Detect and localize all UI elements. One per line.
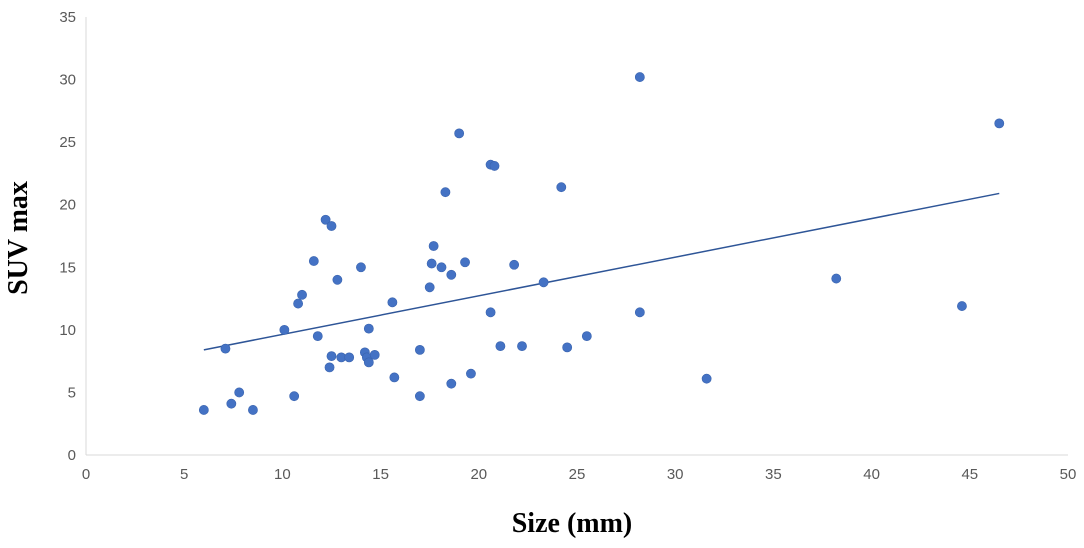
data-point bbox=[289, 391, 300, 402]
x-tick-label: 5 bbox=[180, 466, 188, 483]
data-point bbox=[436, 262, 447, 273]
y-tick-label: 25 bbox=[59, 134, 76, 151]
y-tick-label: 35 bbox=[59, 9, 76, 26]
y-axis-title: SUV max bbox=[3, 181, 34, 295]
data-point bbox=[356, 262, 366, 273]
data-point bbox=[485, 307, 496, 318]
data-point bbox=[312, 331, 323, 342]
x-axis-title: Size (mm) bbox=[512, 508, 633, 539]
y-tick-label: 20 bbox=[59, 197, 76, 214]
data-point bbox=[308, 256, 319, 266]
data-point bbox=[414, 344, 425, 355]
data-point bbox=[701, 373, 712, 384]
data-point bbox=[556, 182, 567, 193]
data-point bbox=[426, 258, 437, 269]
data-point bbox=[538, 277, 549, 288]
trendline bbox=[203, 192, 1000, 351]
data-point bbox=[297, 289, 307, 300]
data-point bbox=[326, 221, 337, 231]
data-point bbox=[226, 398, 237, 409]
data-point bbox=[414, 391, 425, 402]
data-point bbox=[446, 269, 457, 280]
y-tick-labels: 0 5 10 15 20 25 30 35 bbox=[59, 9, 76, 464]
data-point bbox=[581, 331, 592, 342]
data-point bbox=[466, 368, 476, 379]
x-tick-label: 50 bbox=[1060, 466, 1077, 483]
data-point bbox=[369, 349, 380, 360]
data-points bbox=[198, 72, 1005, 415]
data-point bbox=[634, 72, 645, 82]
data-point bbox=[324, 362, 335, 373]
data-point bbox=[389, 372, 400, 383]
x-tick-label: 0 bbox=[82, 466, 90, 483]
x-tick-label: 10 bbox=[274, 466, 291, 483]
data-point bbox=[446, 378, 457, 389]
data-point bbox=[634, 307, 645, 318]
data-point bbox=[293, 298, 304, 309]
data-point bbox=[320, 214, 331, 225]
axes bbox=[85, 17, 1068, 456]
y-tick-label: 15 bbox=[59, 259, 76, 276]
x-tick-label: 15 bbox=[372, 466, 389, 483]
x-tick-label: 30 bbox=[667, 466, 684, 483]
data-point bbox=[424, 282, 435, 293]
x-tick-label: 25 bbox=[569, 466, 586, 483]
data-point bbox=[460, 257, 470, 268]
data-point bbox=[509, 259, 520, 270]
data-point bbox=[994, 118, 1005, 129]
data-point bbox=[363, 357, 374, 368]
data-point bbox=[344, 352, 355, 363]
y-tick-label: 30 bbox=[59, 72, 76, 89]
data-point bbox=[440, 187, 451, 198]
y-tick-label: 10 bbox=[59, 322, 76, 339]
data-point bbox=[428, 241, 439, 251]
data-point bbox=[279, 324, 290, 335]
data-point bbox=[831, 273, 842, 284]
x-tick-label: 40 bbox=[863, 466, 880, 483]
y-tick-label: 0 bbox=[68, 447, 76, 464]
data-point bbox=[234, 387, 245, 398]
data-point bbox=[326, 351, 337, 362]
data-point bbox=[562, 342, 573, 353]
data-point bbox=[957, 301, 967, 311]
data-point bbox=[220, 343, 231, 354]
y-tick-label: 5 bbox=[68, 384, 76, 401]
data-point bbox=[454, 128, 465, 139]
data-point bbox=[248, 405, 258, 415]
x-tick-labels: 0 5 10 15 20 25 30 35 40 45 50 bbox=[82, 466, 1077, 483]
data-point bbox=[363, 323, 374, 334]
data-point bbox=[489, 161, 500, 171]
data-point bbox=[198, 405, 209, 415]
x-tick-label: 20 bbox=[470, 466, 487, 483]
data-point bbox=[517, 341, 527, 352]
x-tick-label: 35 bbox=[765, 466, 782, 483]
x-tick-label: 45 bbox=[961, 466, 978, 483]
data-point bbox=[387, 297, 398, 308]
data-point bbox=[332, 274, 343, 285]
data-point bbox=[495, 341, 506, 352]
